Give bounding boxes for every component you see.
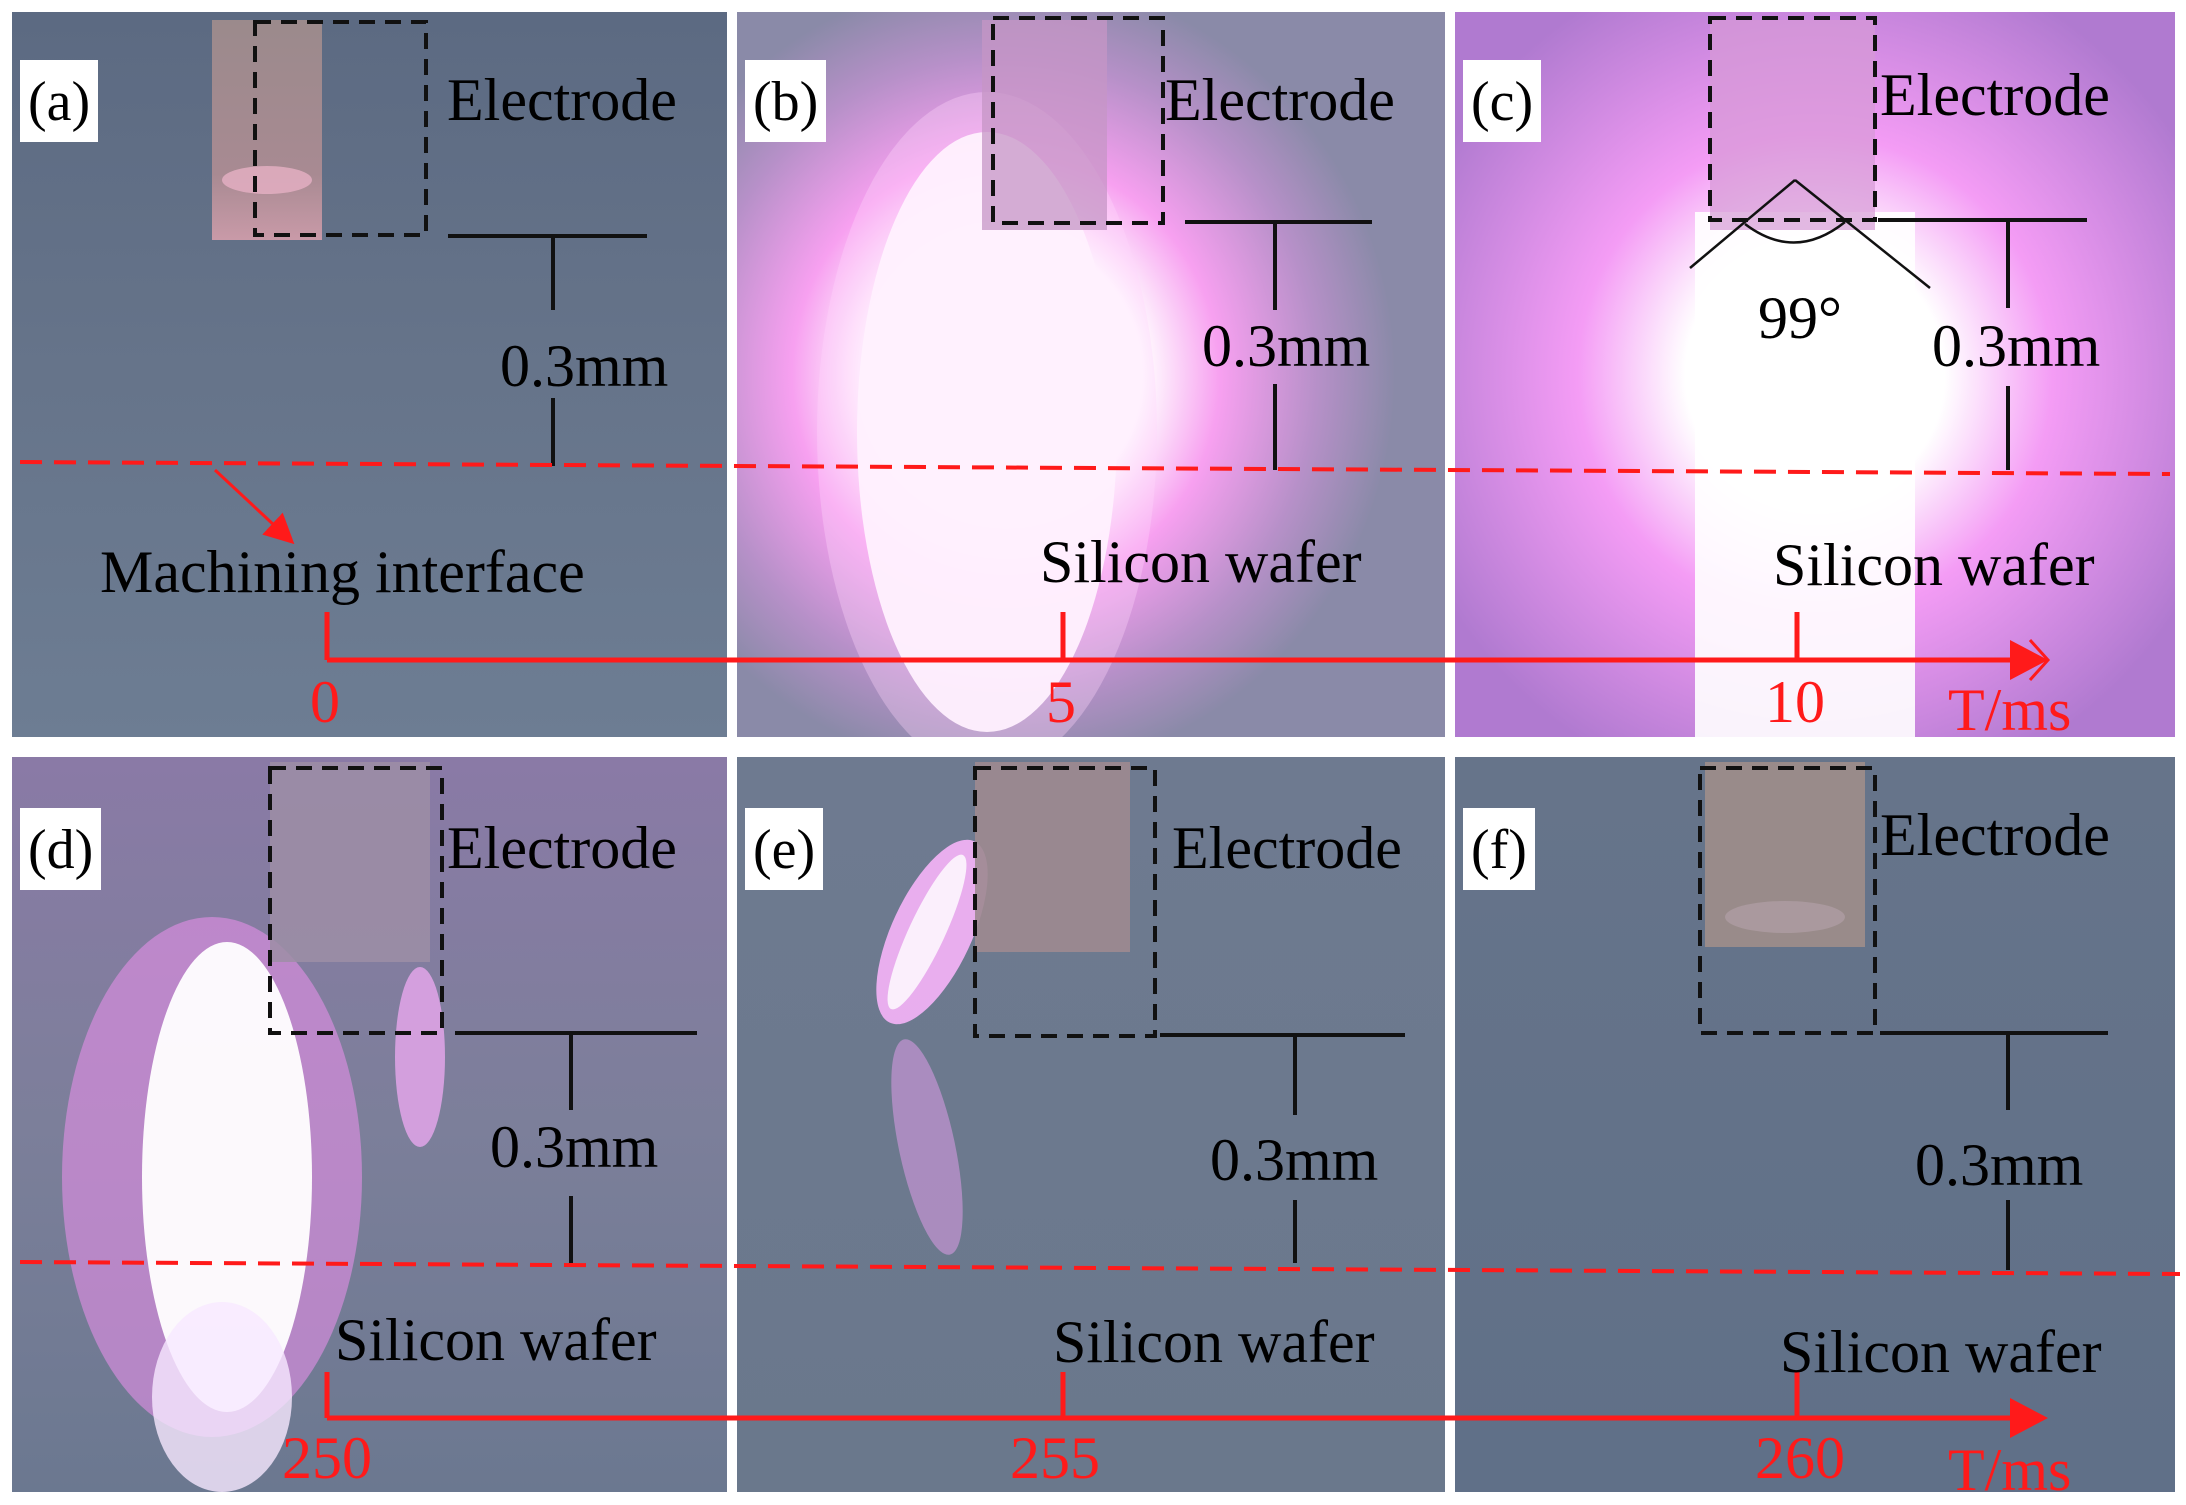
timeline-bottom-axis-label: T/ms [1948, 1437, 2072, 1503]
electrode-label-f: Electrode [1880, 802, 2110, 868]
electrode-label-b: Electrode [1165, 67, 1395, 133]
gap-label-b: 0.3mm [1202, 313, 1371, 379]
panel-label-a: (a) [20, 60, 99, 142]
electrode-label-d: Electrode [447, 815, 677, 881]
machining-interface-label: Machining interface [100, 539, 585, 605]
timeline-top-tick-1: 5 [1046, 669, 1076, 735]
timeline-top-tick-0: 0 [310, 669, 340, 735]
panel-label-f: (f) [1463, 808, 1535, 890]
electrode-label-e: Electrode [1172, 815, 1402, 881]
panel-label-c: (c) [1463, 60, 1542, 142]
electrode-label-c: Electrode [1880, 62, 2110, 128]
panel-b [737, 12, 1445, 737]
timeline-bottom-tick-1: 255 [1010, 1425, 1100, 1491]
timeline-top-tick-2: 10 [1765, 669, 1825, 735]
wafer-label-e: Silicon wafer [1053, 1309, 1375, 1375]
electrode-label-a: Electrode [447, 67, 677, 133]
panel-label-b: (b) [745, 60, 827, 142]
wafer-label-c: Silicon wafer [1773, 532, 2095, 598]
angle-label-c: 99° [1758, 285, 1842, 351]
gap-label-d: 0.3mm [490, 1114, 659, 1180]
panel-b-image [737, 12, 1445, 737]
wafer-label-d: Silicon wafer [335, 1307, 657, 1373]
panel-label-e: (e) [745, 808, 824, 890]
gap-label-c: 0.3mm [1932, 313, 2101, 379]
panel-label-d: (d) [20, 808, 102, 890]
timeline-bottom-tick-2: 260 [1755, 1425, 1845, 1491]
gap-label-f: 0.3mm [1915, 1132, 2084, 1198]
gap-label-e: 0.3mm [1210, 1127, 1379, 1193]
timeline-bottom-tick-0: 250 [282, 1425, 372, 1491]
wafer-label-b: Silicon wafer [1040, 529, 1362, 595]
timeline-top-axis-label: T/ms [1948, 677, 2072, 743]
wafer-label-f: Silicon wafer [1780, 1319, 2102, 1385]
gap-label-a: 0.3mm [500, 333, 669, 399]
